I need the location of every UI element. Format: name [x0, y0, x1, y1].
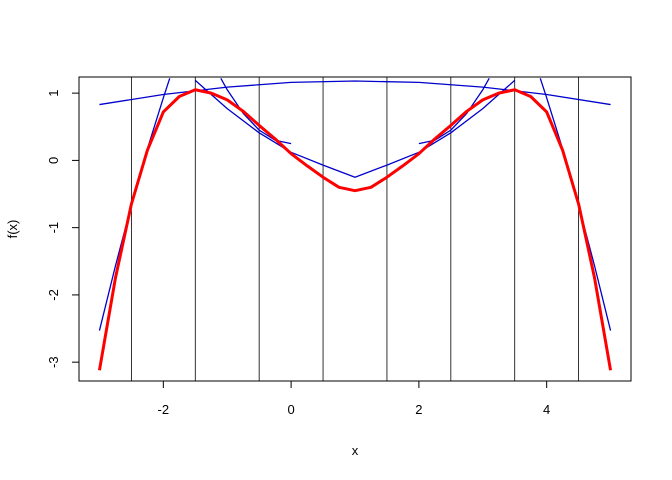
y-axis-label: f(x) — [5, 220, 20, 239]
x-tick-label: 2 — [415, 402, 422, 417]
y-tick-label: 0 — [46, 157, 61, 164]
curve — [194, 79, 516, 178]
x-tick-label: 0 — [287, 402, 294, 417]
y-tick-label: 1 — [46, 90, 61, 97]
x-tick-label: -2 — [158, 402, 170, 417]
curve — [97, 88, 613, 371]
curve — [98, 78, 171, 331]
plot-area — [97, 78, 613, 371]
plot-box — [78, 76, 632, 382]
y-tick-label: -2 — [46, 289, 61, 301]
x-axis-label: x — [352, 443, 359, 458]
x-tick-label: 4 — [543, 402, 550, 417]
y-tick-label: -1 — [46, 222, 61, 234]
curve — [539, 78, 612, 331]
y-tick-label: -3 — [46, 356, 61, 368]
curve — [99, 80, 611, 106]
